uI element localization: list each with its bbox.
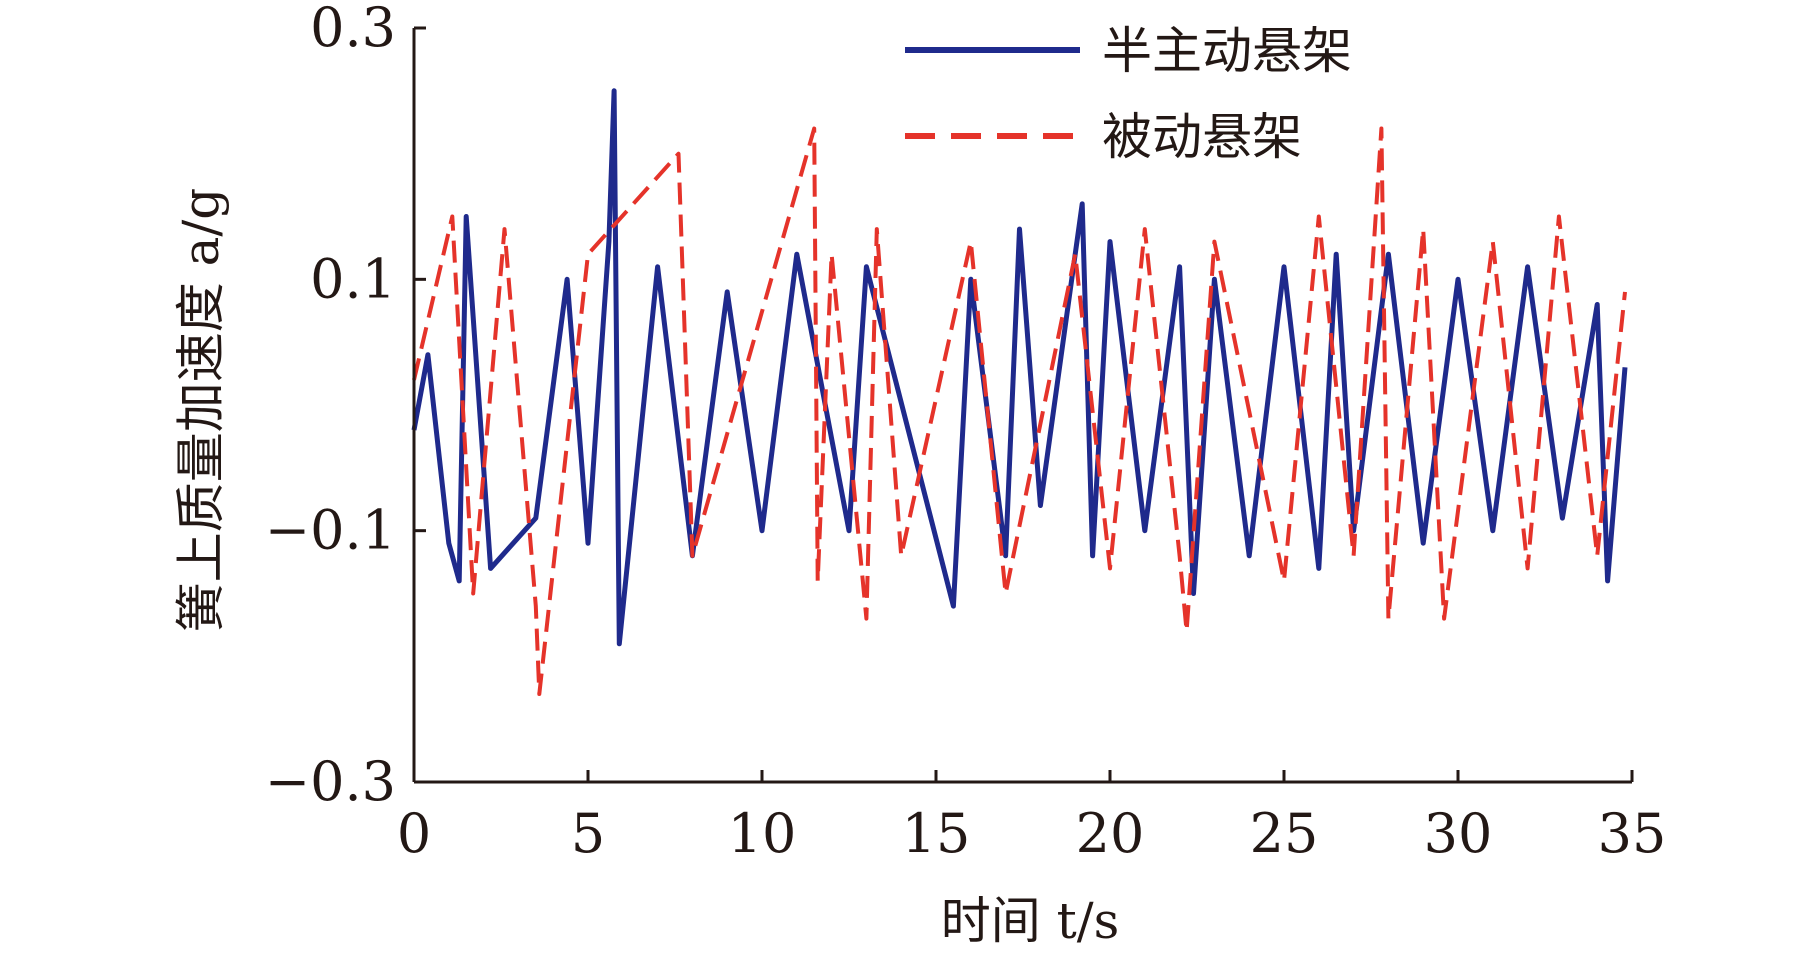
legend: 半主动悬架 被动悬架 [905, 22, 1352, 166]
series-line-passive [412, 126, 1627, 696]
legend-label-semi-active: 半主动悬架 [1102, 22, 1352, 80]
axes-layer: 0 5 10 15 20 25 30 35 0.3 0.1 −0.1 −0.3 [265, 0, 1666, 865]
x-tick-label: 0 [397, 802, 431, 865]
series-layer [411, 88, 1628, 696]
legend-label-passive: 被动悬架 [1102, 108, 1302, 166]
y-tick-label: 0.3 [310, 0, 396, 59]
y-tick-label: −0.3 [265, 750, 396, 813]
y-tick-label: 0.1 [310, 247, 396, 310]
x-tick-label: 25 [1250, 802, 1319, 865]
x-tick-label: 35 [1598, 802, 1667, 865]
y-tick-label: −0.1 [265, 499, 396, 562]
x-tick-label: 5 [571, 802, 605, 865]
series-line-semi-active [411, 88, 1628, 647]
x-axis-title: 时间 t/s [941, 892, 1120, 950]
x-tick-label: 10 [728, 802, 797, 865]
x-tick-label: 15 [902, 802, 971, 865]
y-axis-title: 簧上质量加速度 a/g [172, 188, 230, 633]
x-tick-label: 20 [1076, 802, 1145, 865]
x-tick-label: 30 [1424, 802, 1493, 865]
